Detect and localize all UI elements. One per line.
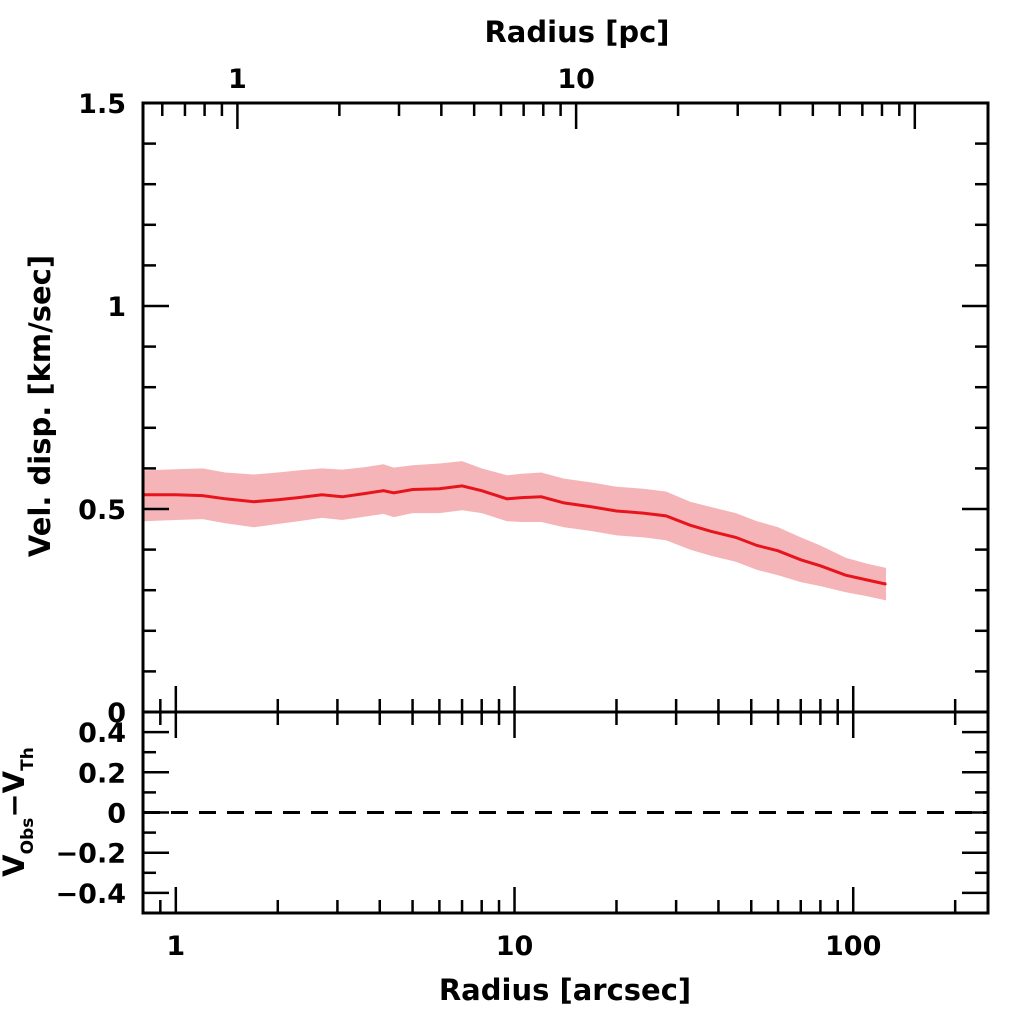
top-x-axis-title: Radius [pc]	[484, 15, 669, 49]
data-point	[438, 487, 441, 490]
data-point	[885, 583, 887, 585]
top-panel-frame	[141, 101, 990, 714]
data-point	[297, 496, 300, 499]
bottom-y-tick-label: 0	[107, 799, 126, 830]
bottom-y-tick-label: 0.2	[78, 758, 126, 789]
data-point	[689, 524, 691, 526]
bottom-x-tick-label: 100	[825, 931, 881, 962]
top-panel: 1 10 0 0.5 1 1.5	[78, 64, 990, 729]
data-point	[411, 488, 414, 491]
bottom-x-tick-label: 10	[496, 931, 534, 962]
data-point	[253, 500, 255, 503]
data-point	[382, 489, 385, 492]
top-x-tick-label: 1	[228, 64, 247, 95]
data-point	[393, 492, 395, 494]
velocity-dispersion-line-0	[143, 484, 887, 586]
data-point	[175, 494, 177, 496]
data-point	[563, 502, 565, 504]
bottom-x-axis-title: Radius [arcsec]	[439, 973, 691, 1007]
data-point	[819, 565, 822, 567]
data-point	[615, 510, 618, 512]
data-point	[224, 498, 227, 500]
bottom-x-tick-label: 1	[166, 931, 185, 962]
top-y-tick-label: 1	[107, 292, 126, 323]
data-point	[540, 496, 543, 498]
data-point	[480, 489, 483, 492]
data-point	[341, 496, 344, 498]
data-point	[777, 550, 779, 552]
bottom-y-axis-title-main: V	[0, 854, 31, 877]
top-y-tick-label: 0	[107, 698, 126, 729]
top-y-tick-label: 1.5	[78, 89, 126, 120]
data-point	[800, 559, 802, 561]
bottom-panel: 1 10 100 −0.4 −0.2 0 0.2 0.4	[56, 710, 990, 962]
data-point	[363, 492, 366, 495]
bottom-y-tick-label: 0.4	[78, 718, 126, 749]
bottom-y-axis-title-sub2: Th	[18, 747, 38, 771]
data-point	[866, 579, 868, 581]
data-point	[520, 496, 523, 499]
data-point	[642, 512, 645, 514]
data-point	[506, 498, 508, 500]
top-x-tick-label: 10	[557, 64, 595, 95]
top-y-tick-label: 0.5	[78, 495, 126, 526]
data-point	[710, 530, 712, 533]
bottom-y-axis-title-dash: −V	[0, 770, 31, 817]
data-point	[277, 498, 279, 501]
bottom-y-tick-label: −0.4	[56, 879, 126, 910]
data-point	[591, 506, 594, 508]
bottom-y-tick-label: −0.2	[56, 839, 126, 870]
bottom-y-axis-title: VObs−VTh	[0, 747, 38, 877]
data-point	[756, 544, 758, 547]
data-point	[735, 536, 737, 539]
uncertainty-band-0	[143, 461, 886, 601]
top-y-axis-title: Vel. disp. [km/sec]	[23, 255, 57, 557]
data-point	[321, 494, 323, 496]
data-point	[201, 494, 204, 497]
data-point	[844, 574, 847, 576]
bottom-y-axis-title-sub1: Obs	[18, 818, 38, 855]
data-point	[665, 515, 667, 517]
data-point	[461, 485, 463, 487]
